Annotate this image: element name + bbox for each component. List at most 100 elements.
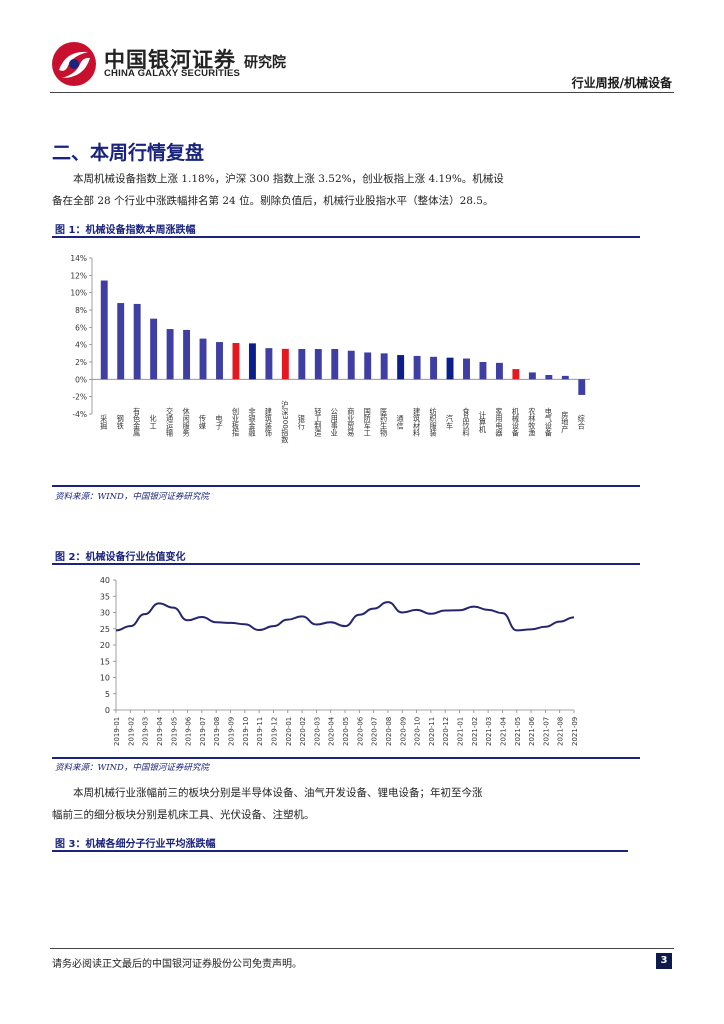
x-tick-label: 创业板指 (231, 407, 240, 438)
x-tick-label: 2021-01 (457, 717, 465, 746)
y-tick-label: 0 (105, 706, 110, 715)
x-tick-label: 2020-07 (371, 717, 379, 746)
x-tick-label: 2019-11 (256, 717, 264, 746)
y-tick-label: 40 (100, 576, 110, 585)
x-tick-label: 2020-08 (385, 717, 393, 746)
bar-机械设备 (512, 369, 520, 380)
x-tick-label: 电气设备 (544, 407, 553, 438)
x-tick-label: 2019-04 (156, 716, 164, 746)
x-tick-label: 通信 (396, 414, 405, 430)
x-tick-label: 建筑材料 (413, 407, 422, 438)
figure-3-top-rule (52, 850, 628, 852)
y-tick-label: 10 (100, 674, 110, 683)
x-tick-label: 计算机 (478, 411, 487, 434)
paragraph-line: 备在全部 28 个行业中涨跌幅排名第 24 位。剔除负值后，机械行业股指水平（整… (52, 195, 494, 207)
bar-公用事业 (331, 349, 339, 380)
x-tick-label: 2020-04 (328, 716, 336, 746)
bar-休闲服务 (183, 329, 191, 380)
x-tick-label: 2019-08 (213, 717, 221, 746)
paragraph-line: 本周机械设备指数上涨 1.18%，沪深 300 指数上涨 3.52%，创业板指上… (73, 173, 504, 185)
bar-综合 (578, 379, 586, 395)
x-tick-label: 非银金融 (248, 407, 257, 438)
figure-2-bottom-rule (52, 757, 640, 759)
y-tick-label: 5 (105, 690, 110, 699)
y-tick-label: 10% (70, 289, 87, 298)
x-tick-label: 2020-11 (428, 717, 436, 746)
y-tick-label: 12% (70, 271, 87, 280)
y-tick-label: 6% (75, 323, 87, 332)
x-tick-label: 国防军工 (363, 408, 372, 437)
bar-钢铁 (117, 303, 125, 380)
x-tick-label: 2021-02 (471, 717, 479, 746)
bar-沪深300指数 (281, 348, 289, 380)
x-tick-label: 房地产 (561, 411, 570, 434)
y-tick-label: 8% (75, 306, 87, 315)
bar-传媒 (199, 338, 207, 380)
x-tick-label: 2019-02 (127, 717, 135, 746)
y-tick-label: -4% (72, 410, 87, 419)
x-tick-label: 轻工制造 (314, 407, 323, 438)
x-tick-label: 2020-03 (313, 717, 321, 746)
y-tick-label: 20 (100, 641, 110, 650)
x-tick-label: 2021-08 (557, 717, 565, 746)
y-tick-label: 0% (75, 375, 87, 384)
report-type: 行业周报/机械设备 (571, 76, 672, 90)
x-tick-label: 机械设备 (511, 407, 520, 438)
x-tick-label: 汽车 (446, 414, 455, 430)
y-tick-label: 30 (100, 609, 110, 618)
bar-交通运输 (166, 329, 174, 380)
x-tick-label: 家用电器 (495, 407, 504, 438)
figure-1-title: 图 1：机械设备指数本周涨跌幅 (55, 225, 196, 236)
x-tick-label: 公用事业 (330, 408, 339, 437)
paragraph-sector-leaders: 本周机械行业涨幅前三的板块分别是半导体设备、油气开发设备、锂电设备；年初至今涨 … (52, 782, 483, 826)
header-divider (50, 92, 674, 93)
x-tick-label: 钢铁 (116, 414, 125, 430)
figure-2-title: 图 2：机械设备行业估值变化 (55, 552, 186, 563)
x-tick-label: 银行 (297, 414, 306, 430)
y-tick-label: 14% (70, 254, 87, 263)
paragraph-line: 本周机械行业涨幅前三的板块分别是半导体设备、油气开发设备、锂电设备；年初至今涨 (73, 787, 483, 799)
figure-1-bottom-rule (52, 485, 640, 487)
paragraph-line: 幅前三的细分板块分别是机床工具、光伏设备、注塑机。 (52, 809, 315, 821)
page-number: 3 (656, 953, 672, 969)
x-tick-label: 沪深300指数 (281, 400, 290, 444)
bar-计算机 (479, 362, 487, 380)
x-tick-label: 医药生物 (380, 408, 389, 438)
x-tick-label: 2019-09 (228, 717, 236, 746)
y-tick-label: 35 (100, 592, 110, 601)
y-tick-label: 25 (100, 625, 110, 634)
x-tick-label: 2020-12 (442, 717, 450, 746)
valuation-line (115, 601, 575, 632)
bar-化工 (150, 318, 158, 380)
figure-2-top-rule (52, 563, 640, 565)
x-tick-label: 2019-01 (113, 717, 121, 746)
bar-创业板指 (232, 343, 240, 380)
bar-通信 (397, 355, 405, 380)
bar-银行 (298, 349, 306, 380)
bar-医药生物 (380, 353, 388, 380)
x-tick-label: 2021-05 (514, 717, 522, 746)
bar-轻工制造 (314, 349, 322, 380)
y-tick-label: 2% (75, 358, 87, 367)
x-tick-label: 2020-01 (285, 717, 293, 746)
x-tick-label: 2021-03 (485, 717, 493, 746)
paragraph-weekly-review: 本周机械设备指数上涨 1.18%，沪深 300 指数上涨 3.52%，创业板指上… (52, 168, 504, 212)
bar-采掘 (100, 280, 108, 380)
x-tick-label: 2020-10 (414, 717, 422, 746)
x-tick-label: 农林牧渔 (528, 407, 537, 438)
x-tick-label: 2020-02 (299, 717, 307, 746)
x-tick-label: 2019-07 (199, 717, 207, 746)
x-tick-label: 纺织服装 (429, 407, 438, 438)
x-tick-label: 食品饮料 (462, 407, 471, 438)
x-tick-label: 2020-05 (342, 717, 350, 746)
y-tick-label: 4% (75, 341, 87, 350)
x-tick-label: 2021-04 (499, 716, 507, 746)
bar-商业贸易 (347, 350, 355, 380)
bar-农林牧渔 (528, 372, 536, 380)
x-tick-label: 2020-06 (356, 716, 364, 746)
bar-非银金融 (248, 343, 256, 380)
section-title: 二、本周行情复盘 (52, 142, 205, 164)
figure-1-source: 资料来源：WIND，中国银河证券研究院 (55, 492, 209, 502)
bar-电子 (216, 342, 223, 380)
x-tick-label: 交通运输 (166, 407, 175, 438)
